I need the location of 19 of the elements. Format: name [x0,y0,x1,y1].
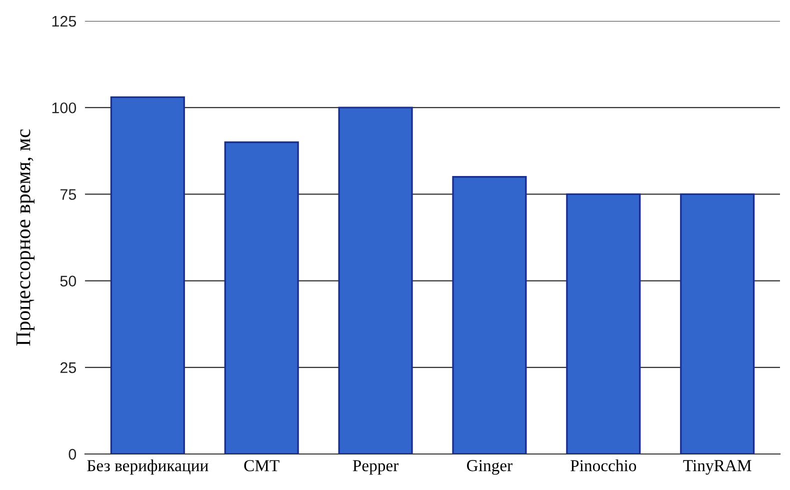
bar [452,176,527,454]
y-tick-label: 25 [60,362,76,374]
y-tick-label: 75 [60,189,76,200]
bar [566,193,641,454]
bar [680,193,755,454]
x-tick-label: Без верификации [87,460,208,475]
x-tick-label: Pinocchio [570,460,636,472]
x-tick-label: Ginger [467,460,512,475]
bar [110,96,185,454]
x-tick-label: Pepper [352,460,399,475]
y-tick-label: 0 [68,448,76,460]
y-tick-label: 50 [60,276,76,286]
bar [338,106,413,454]
y-tick-label: 125 [52,16,76,27]
x-tick-label: CMT [244,460,280,472]
y-axis-title: Процессорное время, мс [16,129,35,346]
y-tick-label: 100 [52,102,76,114]
x-tick-label: TinyRAM [683,460,752,475]
bar [224,141,299,454]
